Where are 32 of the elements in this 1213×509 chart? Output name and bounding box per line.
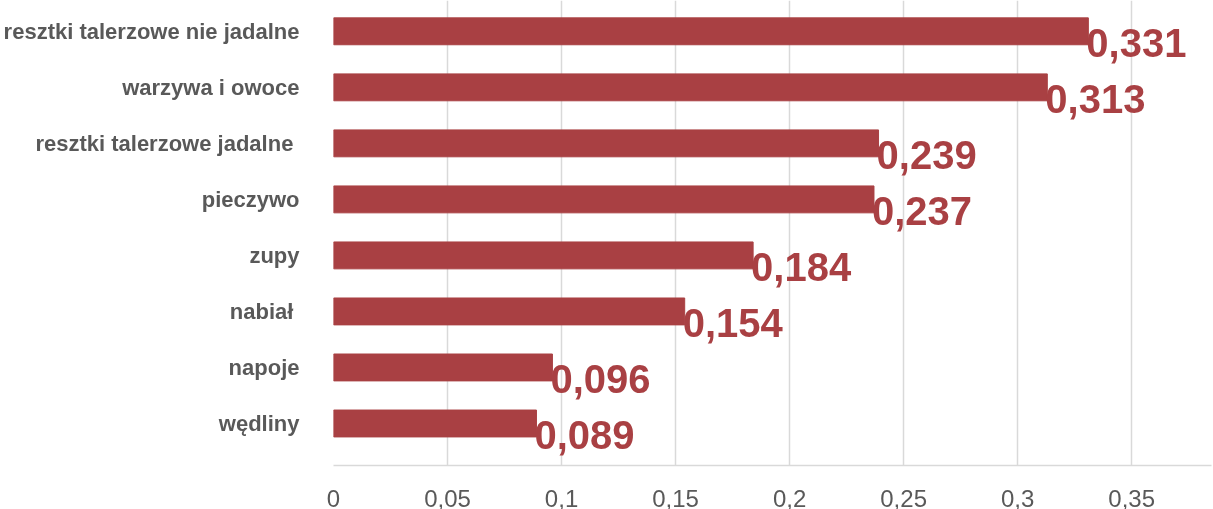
y-tick-label: resztki talerzowe jadalne <box>35 130 294 156</box>
bar <box>333 241 754 270</box>
x-tick-label: 0 <box>326 484 341 509</box>
x-tick-label: 0,2 <box>772 484 807 509</box>
y-tick-label: nabiał <box>229 298 294 324</box>
data-label: 0,154 <box>682 301 784 346</box>
y-tick-label: napoje <box>228 354 300 380</box>
x-tick-label: 0,05 <box>424 484 471 509</box>
bar <box>333 353 553 382</box>
x-tick-label: 0,1 <box>544 484 579 509</box>
x-tick-label: 0,15 <box>652 484 699 509</box>
y-tick-label: pieczywo <box>201 186 300 212</box>
y-tick-label: warzywa i owoce <box>121 74 300 100</box>
bar <box>333 297 686 326</box>
x-tick-label: 0,3 <box>1000 484 1035 509</box>
data-label: 0,239 <box>876 133 977 178</box>
data-label: 0,184 <box>751 245 852 290</box>
bar <box>333 17 1089 46</box>
x-tick-label: 0,25 <box>880 484 927 509</box>
bar <box>333 73 1048 102</box>
x-tick-label: 0,35 <box>1108 484 1156 509</box>
bar <box>333 129 880 158</box>
y-tick-label: zupy <box>249 242 301 268</box>
bar <box>333 185 875 214</box>
y-tick-label: wędliny <box>217 410 301 436</box>
data-label: 0,089 <box>534 413 635 458</box>
y-tick-label: resztki talerzowe nie jadalne <box>3 18 300 44</box>
data-label: 0,237 <box>871 189 973 234</box>
data-label: 0,096 <box>550 357 651 402</box>
bar <box>333 409 537 438</box>
data-label: 0,313 <box>1045 77 1146 122</box>
data-label: 0,331 <box>1086 21 1187 66</box>
